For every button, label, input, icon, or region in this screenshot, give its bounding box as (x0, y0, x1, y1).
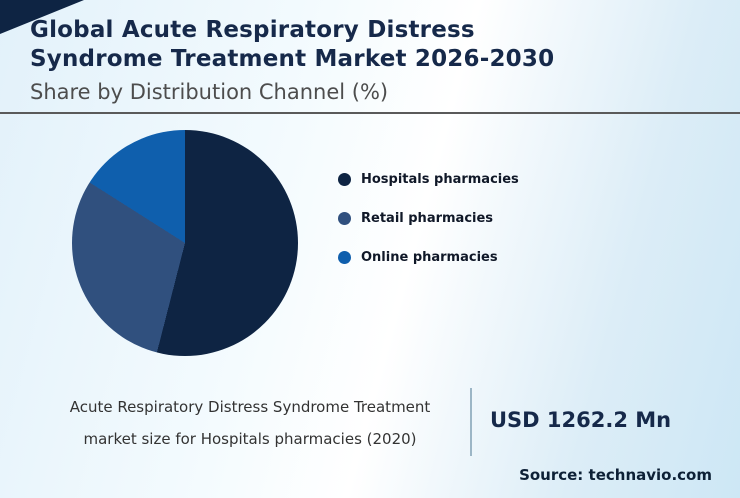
pie-chart (72, 130, 298, 356)
legend-label: Retail pharmacies (361, 211, 494, 226)
source-attribution: Source: technavio.com (519, 466, 712, 484)
legend-label: Online pharmacies (361, 250, 498, 265)
market-size-caption: Acute Respiratory Distress Syndrome Trea… (40, 392, 460, 455)
legend-item: Hospitals pharmacies (338, 172, 519, 187)
footer-vertical-divider (470, 388, 472, 456)
header-divider-line (0, 112, 740, 114)
page-title-line1: Global Acute Respiratory Distress (30, 17, 475, 43)
legend-label: Hospitals pharmacies (361, 172, 519, 187)
legend: Hospitals pharmacies Retail pharmacies O… (338, 172, 519, 289)
market-size-caption-line1: Acute Respiratory Distress Syndrome Trea… (69, 398, 431, 416)
page-title: Global Acute Respiratory Distress Syndro… (30, 16, 710, 75)
legend-item: Retail pharmacies (338, 211, 519, 226)
legend-swatch (338, 251, 351, 264)
market-size-value: USD 1262.2 Mn (490, 408, 672, 432)
header: Global Acute Respiratory Distress Syndro… (30, 16, 710, 104)
legend-swatch (338, 212, 351, 225)
page-title-line2: Syndrome Treatment Market 2026-2030 (30, 46, 555, 73)
legend-swatch (338, 173, 351, 186)
market-size-caption-line2: market size for Hospitals pharmacies (20… (83, 429, 417, 448)
page-subtitle: Share by Distribution Channel (%) (30, 79, 389, 104)
legend-item: Online pharmacies (338, 250, 519, 265)
